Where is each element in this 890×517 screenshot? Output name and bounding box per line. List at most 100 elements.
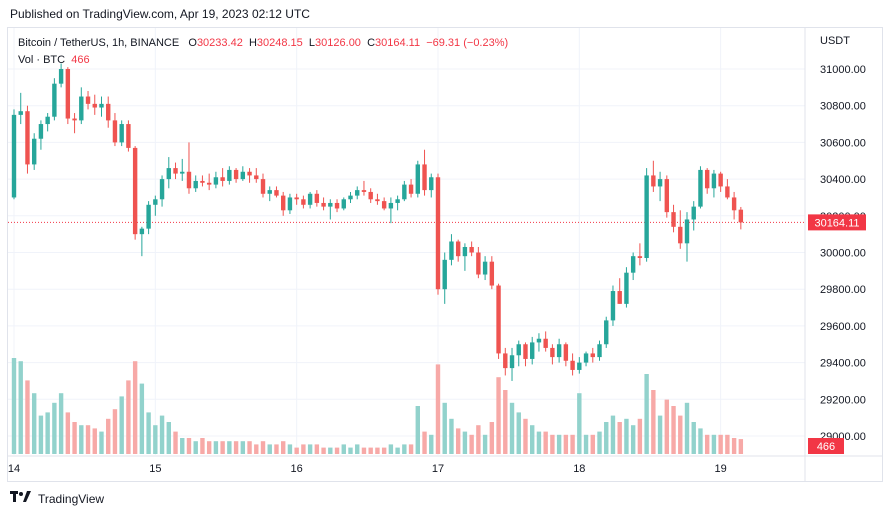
time-tick-label: 14 — [8, 463, 20, 475]
footer-brand[interactable]: TradingView — [38, 491, 105, 506]
volume-bar — [577, 393, 582, 454]
chart-legend: Bitcoin / TetherUS, 1h, BINANCE O30233.4… — [18, 35, 508, 69]
candle-body — [126, 124, 131, 148]
high-value: 30248.15 — [256, 37, 303, 49]
footer: TradingView — [10, 491, 104, 506]
volume-bar — [630, 425, 636, 454]
volume-bar — [227, 441, 232, 454]
candle-body — [132, 147, 138, 235]
candle-body — [570, 360, 575, 370]
candle-body — [664, 179, 670, 213]
volume-badge: 466 — [808, 438, 844, 454]
candle-body — [146, 204, 151, 229]
candle-body — [630, 256, 636, 273]
volume-bar — [570, 434, 575, 454]
volume-bar — [556, 434, 562, 454]
volume-bar — [72, 422, 77, 454]
volume-label[interactable]: Vol · BTC — [18, 54, 66, 66]
candle-body — [38, 124, 44, 139]
candle-body — [112, 120, 118, 143]
candle-body — [65, 69, 71, 119]
candle-body — [509, 355, 515, 369]
volume-bar — [604, 422, 609, 454]
candle-body — [704, 169, 710, 189]
volume-bar — [550, 434, 555, 454]
volume-bar — [718, 434, 723, 454]
candle-body — [193, 180, 198, 189]
volume-bar — [247, 441, 252, 454]
volume-bar — [281, 441, 286, 454]
published-header: Published on TradingView.com, Apr 19, 20… — [10, 7, 310, 21]
legend-volume-row: Vol · BTC 466 — [18, 52, 508, 69]
volume-bar — [25, 380, 30, 454]
candle-body — [267, 190, 272, 194]
price-tick-label: 29400.00 — [820, 358, 866, 370]
volume-bar — [496, 377, 501, 454]
candle-body — [469, 246, 474, 253]
volume-bar — [348, 447, 353, 454]
candle-body — [725, 186, 730, 198]
time-tick-label: 16 — [291, 463, 303, 475]
price-tick-label: 29600.00 — [820, 321, 866, 333]
volume-bar — [583, 434, 589, 454]
candle-body — [651, 175, 656, 187]
volume-bar — [738, 439, 744, 454]
volume-bar — [274, 444, 279, 454]
candle-body — [260, 179, 266, 194]
volume-bar — [731, 438, 737, 454]
volume-bar — [455, 428, 461, 454]
candle-body — [72, 118, 77, 121]
volume-bar — [684, 402, 690, 454]
symbol-label[interactable]: Bitcoin / TetherUS, 1h, BINANCE — [18, 37, 180, 49]
close-value: 30164.11 — [375, 37, 421, 49]
candle-body — [738, 209, 744, 223]
volume-bar — [422, 431, 427, 454]
candle-body — [476, 252, 481, 275]
volume-bar — [482, 434, 488, 454]
candle-body — [139, 228, 145, 235]
candle-body — [408, 184, 414, 194]
volume-bar — [476, 425, 481, 454]
candle-body — [550, 347, 555, 358]
candle-body — [206, 182, 212, 185]
candle-body — [180, 171, 185, 174]
candle-body — [341, 199, 346, 209]
candle-body — [455, 241, 461, 257]
candle-body — [678, 226, 683, 244]
volume-bar — [38, 415, 44, 454]
last-price-label: 30164.11 — [814, 217, 859, 229]
volume-value: 466 — [71, 54, 90, 66]
candle-body — [516, 344, 521, 356]
tradingview-logo-icon[interactable] — [10, 491, 32, 506]
volume-bar — [617, 422, 622, 454]
candle-body — [334, 202, 340, 209]
volume-bar — [173, 431, 178, 454]
volume-bar — [294, 447, 299, 454]
volume-bar — [52, 402, 57, 454]
low-key: L — [308, 37, 316, 49]
volume-bar — [79, 425, 84, 454]
volume-bar — [543, 431, 548, 454]
candle-body — [556, 344, 562, 358]
volume-bar — [132, 361, 138, 454]
candle-body — [200, 180, 205, 183]
price-tick-label: 31000.00 — [820, 64, 866, 76]
candle-body — [523, 344, 528, 359]
volume-bar — [153, 425, 158, 454]
price-tick-label: 30800.00 — [820, 101, 866, 113]
candle-body — [186, 171, 192, 189]
volume-bar — [233, 441, 239, 454]
volume-bar — [180, 438, 185, 454]
volume-bar — [139, 383, 145, 454]
volume-bar — [31, 393, 37, 454]
volume-bar — [563, 434, 569, 454]
candle-body — [610, 291, 616, 321]
candle-body — [287, 197, 293, 211]
candle-body — [11, 114, 17, 198]
candle-body — [496, 285, 501, 354]
price-tick-label: 30000.00 — [820, 248, 866, 260]
volume-bar — [415, 406, 420, 454]
candle-body — [233, 169, 239, 180]
volume-bar — [186, 438, 192, 454]
